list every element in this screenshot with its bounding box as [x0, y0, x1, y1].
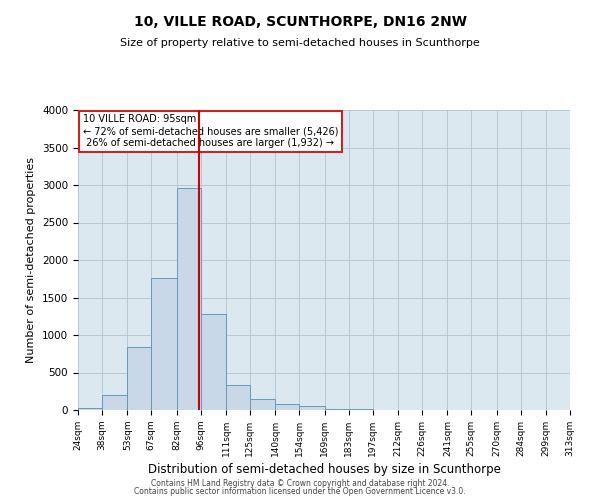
Text: 10, VILLE ROAD, SCUNTHORPE, DN16 2NW: 10, VILLE ROAD, SCUNTHORPE, DN16 2NW	[133, 15, 467, 29]
X-axis label: Distribution of semi-detached houses by size in Scunthorpe: Distribution of semi-detached houses by …	[148, 463, 500, 476]
Bar	[250, 399, 275, 410]
Text: Contains HM Land Registry data © Crown copyright and database right 2024.: Contains HM Land Registry data © Crown c…	[151, 478, 449, 488]
Bar	[177, 188, 200, 410]
Bar	[275, 404, 299, 410]
Text: Size of property relative to semi-detached houses in Scunthorpe: Size of property relative to semi-detach…	[120, 38, 480, 48]
Bar	[78, 408, 102, 410]
Bar	[226, 385, 250, 410]
Bar	[102, 395, 127, 410]
Bar	[151, 278, 177, 410]
Text: Contains public sector information licensed under the Open Government Licence v3: Contains public sector information licen…	[134, 487, 466, 496]
Bar	[299, 406, 325, 410]
Bar	[127, 347, 151, 410]
Text: 10 VILLE ROAD: 95sqm
← 72% of semi-detached houses are smaller (5,426)
 26% of s: 10 VILLE ROAD: 95sqm ← 72% of semi-detac…	[83, 114, 338, 148]
Y-axis label: Number of semi-detached properties: Number of semi-detached properties	[26, 157, 37, 363]
Bar	[325, 409, 349, 410]
Bar	[200, 314, 226, 410]
